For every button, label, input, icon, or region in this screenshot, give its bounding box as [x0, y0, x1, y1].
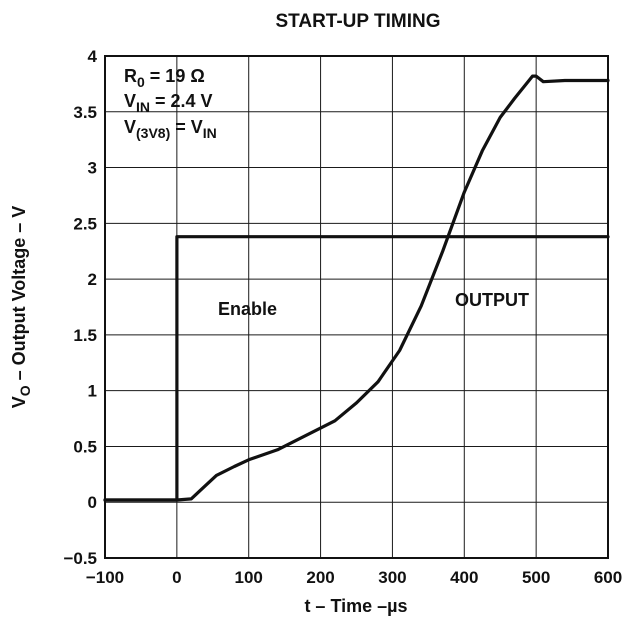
series-line-output: [103, 74, 610, 502]
annotation-3v8-voltage: V(3V8) = VIN: [124, 117, 217, 141]
plot-frame: [104, 55, 609, 559]
x-tick-label: −100: [86, 568, 124, 587]
y-tick-label: 3.5: [73, 103, 97, 122]
annotation-resistance: R0 = 19 Ω: [124, 66, 205, 90]
x-axis-label: t – Time –µs: [304, 596, 407, 616]
x-tick-label: 200: [306, 568, 334, 587]
chart-title: START-UP TIMING: [275, 11, 440, 32]
y-tick-label: 1: [88, 382, 97, 401]
y-tick-label: −0.5: [63, 549, 97, 568]
tick-labels: −100 0 100 200 300 400 500 600 −0.5 0 0.5 1 1.5 2 2.5 3…: [63, 47, 622, 587]
y-tick-label: 0: [88, 493, 97, 512]
x-tick-label: 600: [594, 568, 622, 587]
y-tick-label: 3: [88, 159, 97, 178]
annotation-input-voltage: VIN = 2.4 V: [124, 91, 213, 115]
x-tick-label: 0: [172, 568, 181, 587]
series-label-output: OUTPUT: [455, 290, 529, 310]
y-tick-label: 4: [88, 47, 98, 66]
conditions-annotation: R0 = 19 Ω VIN = 2.4 V V(3V8) = VIN: [124, 66, 217, 141]
x-tick-label: 300: [378, 568, 406, 587]
y-axis-label: VO – Output Voltage – V: [9, 206, 33, 409]
y-tick-label: 2: [88, 270, 97, 289]
y-tick-label: 2.5: [73, 214, 97, 233]
series-lines: [103, 74, 610, 502]
series-label-enable: Enable: [218, 299, 277, 319]
x-tick-label: 400: [450, 568, 478, 587]
series-line-enable: [103, 235, 610, 502]
y-tick-label: 1.5: [73, 326, 97, 345]
x-tick-label: 100: [235, 568, 263, 587]
x-tick-label: 500: [522, 568, 550, 587]
y-tick-label: 0.5: [73, 437, 97, 456]
